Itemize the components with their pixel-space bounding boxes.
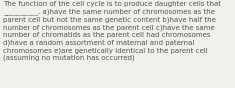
Text: The function of the cell cycle is to produce daughter cells that
__________. a)h: The function of the cell cycle is to pro… xyxy=(3,1,221,61)
